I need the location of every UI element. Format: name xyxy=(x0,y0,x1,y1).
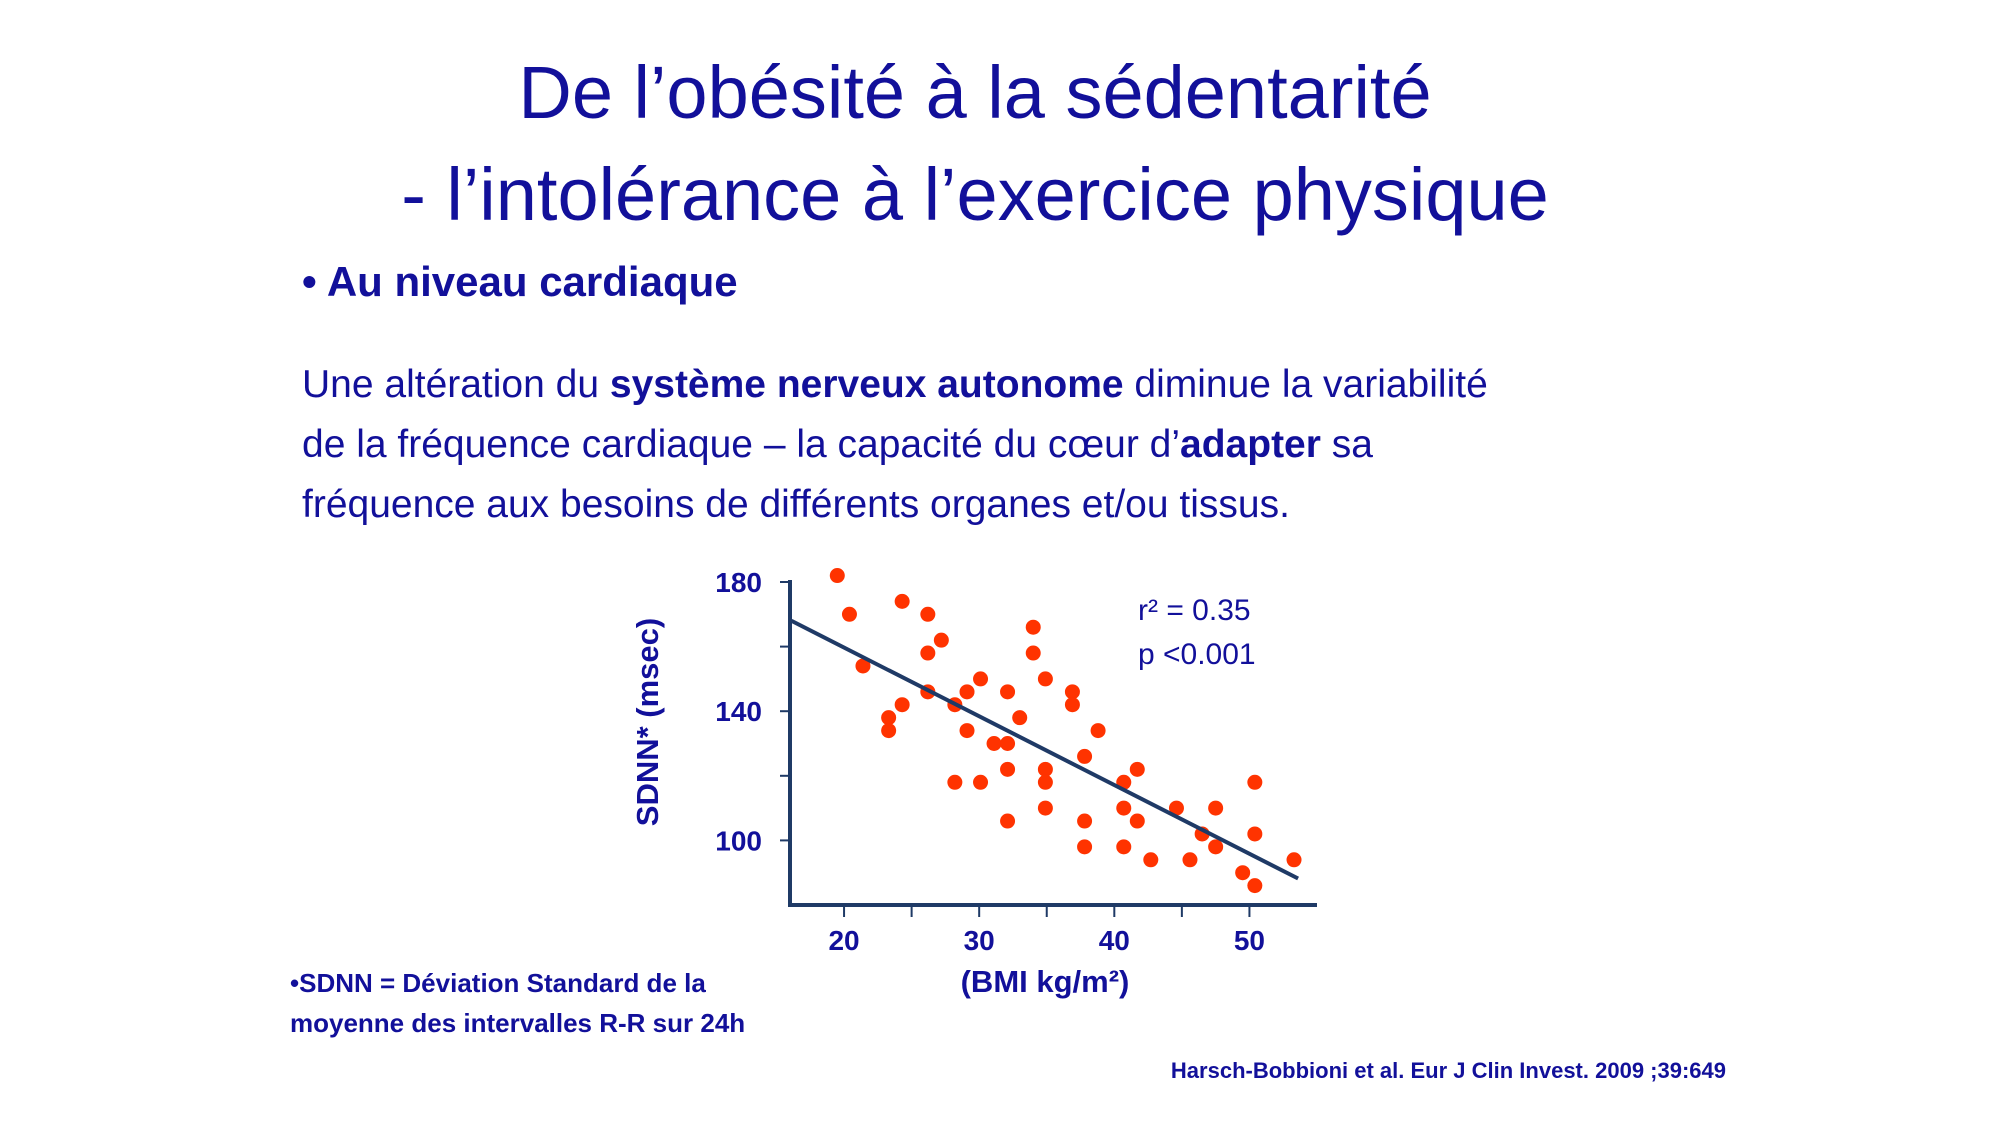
data-point xyxy=(1077,813,1093,829)
data-point xyxy=(1208,800,1224,816)
data-point xyxy=(1247,826,1263,842)
data-point xyxy=(1235,865,1251,881)
x-tick-label: 40 xyxy=(1099,925,1130,956)
body-paragraph: Une altération du système nerveux autono… xyxy=(302,355,1488,535)
data-point xyxy=(1000,761,1016,777)
data-point xyxy=(1208,839,1224,855)
data-point xyxy=(920,606,936,622)
data-point xyxy=(894,697,910,713)
x-tick-label: 20 xyxy=(828,925,859,956)
data-point xyxy=(1129,761,1145,777)
data-point xyxy=(881,723,897,739)
data-point xyxy=(1090,723,1106,739)
data-point xyxy=(920,645,936,661)
data-point xyxy=(1000,736,1016,751)
data-point xyxy=(841,606,857,622)
data-point xyxy=(1129,813,1145,829)
data-point xyxy=(1116,839,1132,855)
data-point xyxy=(1037,774,1053,790)
data-point xyxy=(1064,684,1080,700)
data-point xyxy=(1000,813,1016,829)
text: fréquence aux besoins de différents orga… xyxy=(302,483,1290,526)
data-point xyxy=(1143,852,1159,868)
data-point xyxy=(1025,619,1041,635)
footnote-line: •SDNN = Déviation Standard de la xyxy=(290,968,706,998)
data-point xyxy=(933,632,949,648)
x-axis-label: (BMI kg/m²) xyxy=(961,964,1130,999)
emphasis: adapter xyxy=(1180,423,1321,466)
y-axis-label: SDNN* (msec) xyxy=(630,618,665,826)
data-point xyxy=(1077,748,1093,764)
data-point xyxy=(1037,800,1053,816)
x-tick-label: 30 xyxy=(964,925,995,956)
data-point xyxy=(1064,697,1080,713)
p-value-annotation: p <0.001 xyxy=(1138,638,1256,671)
data-point xyxy=(894,593,910,609)
data-point xyxy=(959,723,975,739)
slide-title-line2: - l’intolérance à l’exercice physique xyxy=(401,153,1549,236)
text: de la fréquence cardiaque – la capacité … xyxy=(302,423,1181,466)
data-point xyxy=(959,684,975,700)
bullet-heading: • Au niveau cardiaque xyxy=(302,258,738,305)
regression-line xyxy=(790,618,1299,881)
data-point xyxy=(1012,710,1028,726)
data-point xyxy=(829,568,845,584)
footnote-line: moyenne des intervalles R-R sur 24h xyxy=(290,1008,746,1038)
data-point xyxy=(947,774,963,790)
data-point xyxy=(881,710,897,726)
data-point xyxy=(986,736,1002,751)
data-point xyxy=(1247,878,1263,894)
y-tick-label: 140 xyxy=(715,696,762,727)
data-point xyxy=(1037,761,1053,777)
data-point xyxy=(1168,800,1184,816)
emphasis: système nerveux autonome xyxy=(609,363,1124,406)
text: diminue la variabilité xyxy=(1123,363,1488,406)
data-point xyxy=(1000,684,1016,700)
r-squared-annotation: r² = 0.35 xyxy=(1138,594,1251,627)
data-point xyxy=(1247,774,1263,790)
data-point xyxy=(1037,671,1053,687)
data-point xyxy=(1286,852,1302,868)
data-point xyxy=(855,658,871,674)
footnote: •SDNN = Déviation Standard de la moyenne… xyxy=(290,963,745,1043)
data-point xyxy=(1182,852,1198,868)
y-tick-label: 180 xyxy=(715,567,762,598)
text: Une altération du xyxy=(302,363,610,406)
data-point xyxy=(973,671,989,687)
data-point xyxy=(1077,839,1093,855)
text: sa xyxy=(1320,423,1373,466)
data-point xyxy=(1116,800,1132,816)
y-tick-label: 100 xyxy=(715,825,762,856)
x-tick-label: 50 xyxy=(1234,925,1265,956)
data-point xyxy=(1025,645,1041,661)
citation: Harsch-Bobbioni et al. Eur J Clin Invest… xyxy=(1170,1058,1726,1083)
data-point xyxy=(973,774,989,790)
slide-title-line1: De l’obésité à la sédentarité xyxy=(518,51,1432,134)
